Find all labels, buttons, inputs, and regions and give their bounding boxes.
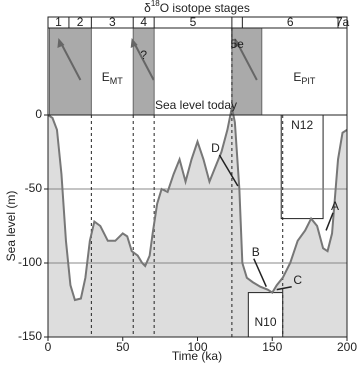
sea-level-today: Sea level today bbox=[155, 98, 237, 112]
x-tick-label: 0 bbox=[45, 340, 52, 354]
stage-label: 7a bbox=[336, 15, 350, 29]
stage-label: 5e bbox=[230, 37, 244, 51]
stage-label: 6 bbox=[287, 15, 294, 29]
annotation: C bbox=[293, 273, 302, 287]
arrow bbox=[235, 41, 258, 81]
sea-level-line bbox=[47, 107, 348, 302]
band-text-sub: PIT bbox=[301, 76, 316, 86]
x-tick-label: 200 bbox=[337, 340, 357, 354]
band-text-main: E bbox=[102, 70, 110, 84]
chart-title: δ18O isotope stages bbox=[144, 0, 250, 15]
stage-label: 1 bbox=[55, 15, 62, 29]
region bbox=[280, 114, 324, 220]
annotation-leader bbox=[325, 212, 334, 231]
annotation-leader bbox=[218, 154, 239, 187]
x-axis-label: Time (ka) bbox=[172, 349, 222, 363]
annotation: D bbox=[211, 141, 220, 155]
y-tick-label: -50 bbox=[25, 181, 43, 195]
shaded-band bbox=[48, 27, 92, 116]
arrow bbox=[132, 41, 155, 81]
title-text: O isotope stages bbox=[160, 1, 250, 15]
arrow bbox=[59, 41, 82, 81]
annotation-leader bbox=[276, 286, 292, 291]
shaded-band bbox=[132, 27, 155, 116]
arrow-head bbox=[57, 38, 65, 48]
title-prefix: δ bbox=[144, 1, 151, 15]
band-text-main: ? bbox=[140, 48, 147, 62]
x-tick-label: 100 bbox=[187, 340, 207, 354]
band-text: EMT bbox=[102, 70, 124, 86]
stage-label: 4 bbox=[140, 15, 147, 29]
title-sup: 18 bbox=[151, 0, 160, 8]
stage-label: 5 bbox=[190, 15, 197, 29]
region-label: N10 bbox=[255, 315, 277, 329]
stage-label: 2 bbox=[77, 15, 84, 29]
y-tick-label: -100 bbox=[18, 255, 42, 269]
stage-label: 3 bbox=[109, 15, 116, 29]
x-tick-label: 150 bbox=[262, 340, 282, 354]
y-tick-label: 0 bbox=[35, 107, 42, 121]
band-text: ? bbox=[140, 48, 147, 62]
area bbox=[48, 107, 347, 337]
region bbox=[247, 292, 284, 338]
arrow-head bbox=[233, 38, 241, 48]
band-text: EPIT bbox=[293, 70, 316, 86]
region-label: N12 bbox=[291, 118, 313, 132]
band-text-main: E bbox=[293, 70, 301, 84]
annotation: B bbox=[252, 245, 260, 259]
annotation: A bbox=[331, 199, 339, 213]
annotation-leader bbox=[253, 258, 267, 287]
arrow-head bbox=[130, 38, 138, 48]
y-axis-label: Sea level (m) bbox=[4, 191, 18, 262]
x-tick-label: 50 bbox=[116, 340, 130, 354]
y-tick-label: -150 bbox=[18, 329, 42, 343]
plot-frame bbox=[47, 114, 348, 338]
band-text-sub: MT bbox=[110, 76, 123, 86]
